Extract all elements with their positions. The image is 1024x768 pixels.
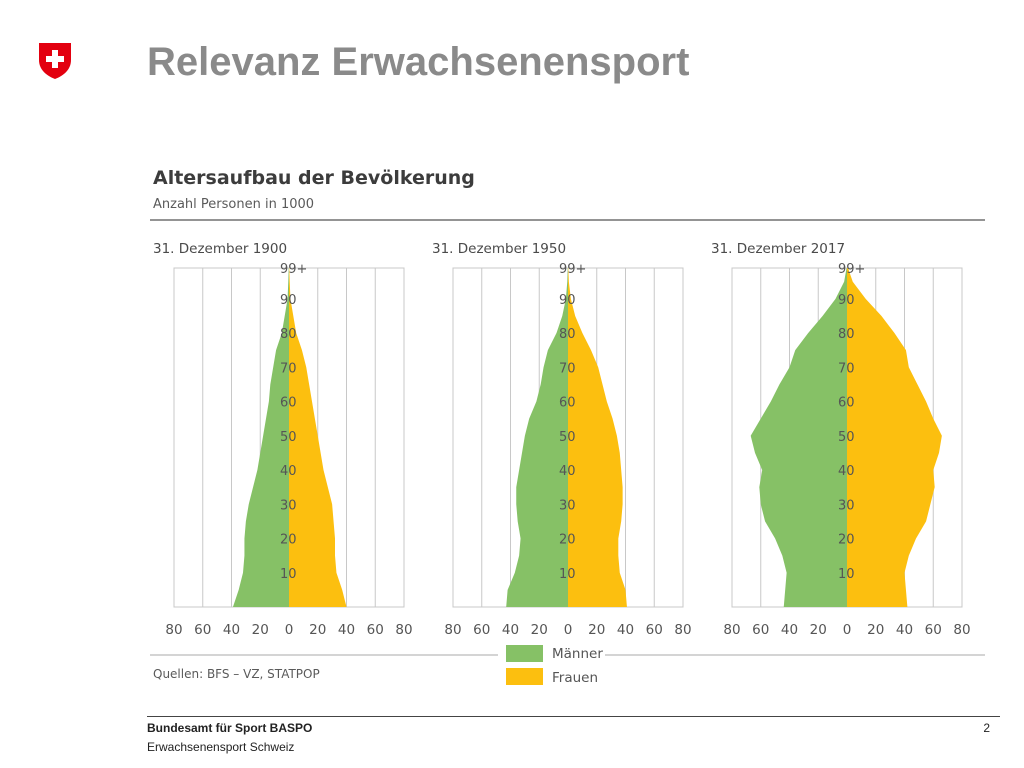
women-series <box>289 268 347 607</box>
pyramid-panels: 31. Dezember 1900 99+ 90 80 70 60 50 40 30 20 10 80… <box>153 241 971 638</box>
x-tick-label: 60 <box>194 622 211 638</box>
legend-swatch-men <box>506 645 543 662</box>
x-tick-label: 80 <box>395 622 412 638</box>
slide-title: Relevanz Erwachsenensport <box>147 40 690 84</box>
x-tick-label: 0 <box>843 622 852 638</box>
age-label: 90 <box>838 293 855 308</box>
x-tick-label: 0 <box>285 622 294 638</box>
swiss-shield-logo <box>39 43 71 79</box>
age-label: 20 <box>559 533 576 548</box>
age-label: 80 <box>838 327 855 342</box>
men-series <box>232 268 289 607</box>
x-tick-label: 40 <box>338 622 355 638</box>
x-tick-label: 60 <box>925 622 942 638</box>
panel-title: 31. Dezember 1950 <box>432 241 566 257</box>
pyramid-panel: 31. Dezember 2017 99+ 90 80 70 60 50 40 30 20 10 80… <box>711 241 971 638</box>
footer-subtitle: Erwachsenensport Schweiz <box>147 740 295 754</box>
x-tick-label: 60 <box>646 622 663 638</box>
x-tick-label: 20 <box>810 622 827 638</box>
age-label: 50 <box>280 430 297 445</box>
chart-subtitle: Anzahl Personen in 1000 <box>153 197 314 212</box>
x-tick-label: 40 <box>896 622 913 638</box>
women-series <box>847 268 942 607</box>
footer-organization: Bundesamt für Sport BASPO <box>147 721 313 735</box>
x-tick-label: 80 <box>674 622 691 638</box>
age-label: 99+ <box>838 262 865 277</box>
age-label: 40 <box>838 464 855 479</box>
pyramid-panel: 31. Dezember 1950 99+ 90 80 70 60 50 40 30 20 10 80… <box>432 241 692 638</box>
x-tick-label: 80 <box>444 622 461 638</box>
age-label: 30 <box>559 498 576 513</box>
age-label: 20 <box>280 533 297 548</box>
chart-title: Altersaufbau der Bevölkerung <box>153 167 475 189</box>
men-series <box>750 268 847 607</box>
x-tick-label: 80 <box>723 622 740 638</box>
age-label: 10 <box>838 567 855 582</box>
age-label: 30 <box>280 498 297 513</box>
cross-horizontal <box>46 56 64 62</box>
source-note: Quellen: BFS – VZ, STATPOP <box>153 667 320 681</box>
page-number: 2 <box>983 721 990 735</box>
age-label: 80 <box>280 327 297 342</box>
footer-rule <box>147 716 1000 717</box>
pyramid-panel: 31. Dezember 1900 99+ 90 80 70 60 50 40 30 20 10 80… <box>153 241 413 638</box>
x-tick-label: 20 <box>531 622 548 638</box>
x-tick-label: 40 <box>617 622 634 638</box>
x-tick-label: 20 <box>309 622 326 638</box>
age-label: 50 <box>559 430 576 445</box>
panel-title: 31. Dezember 2017 <box>711 241 845 257</box>
age-label: 10 <box>280 567 297 582</box>
age-label: 40 <box>559 464 576 479</box>
age-label: 30 <box>838 498 855 513</box>
x-tick-label: 60 <box>752 622 769 638</box>
age-label: 90 <box>559 293 576 308</box>
x-tick-label: 20 <box>588 622 605 638</box>
age-label: 70 <box>280 361 297 376</box>
age-label: 99+ <box>280 262 307 277</box>
legend-label-women: Frauen <box>552 670 598 686</box>
x-tick-label: 20 <box>867 622 884 638</box>
x-tick-label: 80 <box>953 622 970 638</box>
age-label: 50 <box>838 430 855 445</box>
men-series <box>506 268 568 607</box>
age-label: 80 <box>559 327 576 342</box>
age-label: 60 <box>559 396 576 411</box>
legend-label-men: Männer <box>552 646 603 662</box>
age-label: 99+ <box>559 262 586 277</box>
age-label: 40 <box>280 464 297 479</box>
age-label: 70 <box>838 361 855 376</box>
x-tick-label: 40 <box>781 622 798 638</box>
x-tick-label: 40 <box>223 622 240 638</box>
x-tick-label: 60 <box>473 622 490 638</box>
x-tick-label: 20 <box>252 622 269 638</box>
age-label: 90 <box>280 293 297 308</box>
x-tick-label: 40 <box>502 622 519 638</box>
panel-title: 31. Dezember 1900 <box>153 241 287 257</box>
x-tick-label: 60 <box>367 622 384 638</box>
x-tick-label: 0 <box>564 622 573 638</box>
age-label: 10 <box>559 567 576 582</box>
x-tick-label: 80 <box>165 622 182 638</box>
age-label: 60 <box>838 396 855 411</box>
legend-swatch-women <box>506 668 543 685</box>
women-series <box>568 268 627 607</box>
age-label: 20 <box>838 533 855 548</box>
age-label: 70 <box>559 361 576 376</box>
age-label: 60 <box>280 396 297 411</box>
